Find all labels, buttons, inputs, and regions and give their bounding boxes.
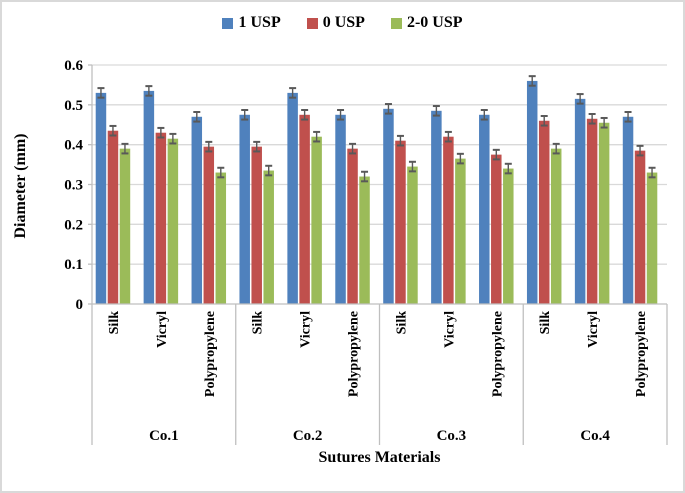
bar [586,118,598,305]
bar [263,170,274,304]
bar [251,146,262,304]
bar [203,146,215,304]
bar [155,132,167,304]
bar [526,80,538,304]
bar [215,172,227,304]
legend-label-0-usp: 0 USP [322,14,365,31]
bar [443,136,454,304]
material-label: Polypropylene [347,311,362,397]
bar [407,166,418,304]
y-tick-label: 0.6 [64,58,83,74]
material-label: Vicryl [299,311,314,348]
y-tick-label: 0.1 [64,257,83,273]
material-label: Vicryl [155,311,170,348]
y-axis-title: Diameter (mm) [12,133,29,239]
y-tick-label: 0 [76,297,84,313]
bar [119,148,131,304]
bar [191,116,203,305]
bar [622,116,634,305]
y-tick-label: 0.3 [64,178,83,194]
material-label: Vicryl [586,311,601,348]
bar [107,130,119,304]
legend-label-2-0-usp: 2-0 USP [406,14,463,31]
bar [335,114,346,305]
material-label: Polypropylene [490,311,505,397]
company-label: Co.1 [149,428,179,444]
material-label: Silk [251,311,266,335]
bar [359,176,370,304]
bar [503,168,514,304]
bar [287,92,298,304]
bar [95,92,107,304]
y-tick-label: 0.4 [64,138,83,154]
material-label: Vicryl [442,311,457,348]
bar [347,148,358,304]
legend-label-1-usp: 1 USP [238,14,281,31]
company-label: Co.4 [580,428,610,444]
bar [383,108,394,304]
bar [550,148,562,304]
bar [239,114,250,305]
material-label: Silk [107,311,122,335]
bar [538,120,550,305]
bar [646,172,658,304]
company-label: Co.2 [293,428,323,444]
y-tick-label: 0.5 [64,98,83,114]
bar [143,90,155,305]
bar [167,138,179,304]
company-label: Co.3 [437,428,467,444]
bar [431,110,442,304]
material-label: Silk [394,311,409,335]
legend-swatch-1-usp [222,17,234,29]
legend-item-2-0-usp: 2-0 USP [390,14,463,32]
material-label: Polypropylene [203,311,218,397]
bar [491,154,502,304]
legend: 1 USP 0 USP 2-0 USP [2,14,683,32]
bar [311,136,322,304]
bar [479,114,490,305]
legend-item-1-usp: 1 USP [222,14,281,32]
bar [634,150,646,304]
x-axis-title: Sutures Materials [318,449,441,466]
bar [574,98,586,304]
bar [598,122,610,304]
bar [395,140,406,304]
legend-swatch-0-usp [306,17,318,29]
bar [455,158,466,304]
y-tick-label: 0.2 [64,217,83,233]
legend-item-0-usp: 0 USP [306,14,365,32]
bar [299,114,310,305]
legend-swatch-2-0-usp [390,17,402,29]
material-label: Polypropylene [634,311,649,397]
material-label: Silk [538,311,553,335]
